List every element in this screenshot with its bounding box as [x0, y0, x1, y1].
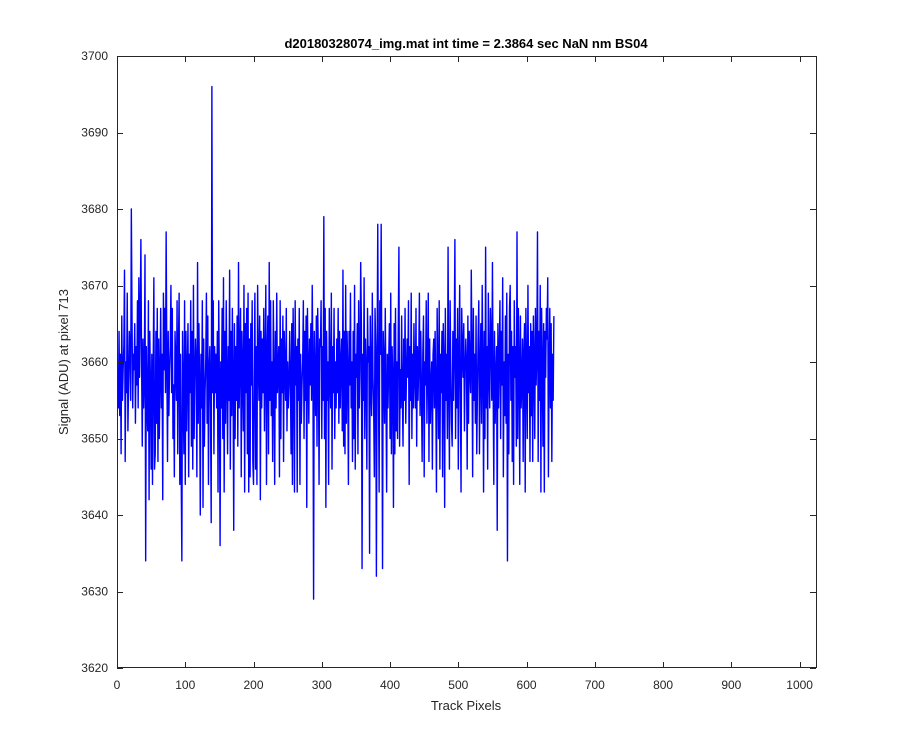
x-tick-label: 800 — [653, 678, 673, 692]
y-tick-label: 3640 — [81, 508, 108, 522]
chart-title: d20180328074_img.mat int time = 2.3864 s… — [284, 36, 648, 51]
x-axis: 0 100 200 300 400 500 600 700 800 900 1000 — [114, 56, 813, 692]
x-tick-label: 300 — [312, 678, 332, 692]
x-tick-label: 900 — [721, 678, 741, 692]
y-tick-label: 3630 — [81, 585, 108, 599]
x-tick-label: 600 — [517, 678, 537, 692]
y-axis: 3620 3630 3640 3650 3660 3670 3680 3690 3700 — [81, 49, 816, 675]
x-tick-label: 200 — [244, 678, 264, 692]
x-tick-label: 700 — [585, 678, 605, 692]
x-tick-label: 0 — [114, 678, 121, 692]
x-tick-label: 500 — [448, 678, 468, 692]
y-tick-label: 3670 — [81, 279, 108, 293]
x-axis-label: Track Pixels — [431, 698, 502, 713]
series-line-1 — [116, 85, 555, 600]
x-tick-label: 1000 — [786, 678, 813, 692]
x-tick-label: 100 — [175, 678, 195, 692]
data-layer — [116, 85, 555, 600]
y-tick-label: 3690 — [81, 126, 108, 140]
x-tick-label: 400 — [380, 678, 400, 692]
y-tick-label: 3650 — [81, 432, 108, 446]
y-tick-label: 3700 — [81, 49, 108, 63]
y-tick-label: 3680 — [81, 202, 108, 216]
y-tick-label: 3620 — [81, 661, 108, 675]
y-axis-label: Signal (ADU) at pixel 713 — [56, 289, 71, 435]
y-tick-label: 3660 — [81, 355, 108, 369]
